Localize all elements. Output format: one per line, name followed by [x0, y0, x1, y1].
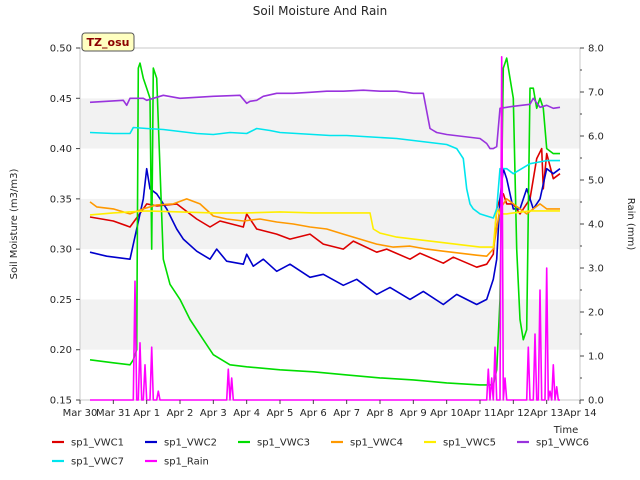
- x-tick-label: Apr 4: [233, 408, 260, 419]
- x-tick-label: Apr 2: [167, 408, 194, 419]
- x-tick-label: Apr 10: [430, 408, 463, 419]
- legend-item: sp1_VWC7: [52, 457, 124, 468]
- grid-band: [80, 148, 580, 199]
- series-line-sp1-vwc4: [89, 198, 560, 258]
- series-line-sp1-vwc2: [89, 167, 561, 306]
- x-tick-label: Apr 11: [463, 408, 496, 419]
- site-badge: TZ_osu: [81, 32, 135, 52]
- series-line-sp1-rain: [90, 55, 560, 401]
- x-tick-label: Apr 7: [333, 408, 360, 419]
- y-tick-label: 0.15: [50, 396, 72, 407]
- y2-axis-title: Rain (mm): [625, 198, 636, 251]
- y-tick-label: 0.45: [50, 94, 72, 105]
- y2-tick-label: 6.0: [588, 132, 604, 143]
- legend-item: sp1_VWC3: [238, 438, 310, 449]
- y2-tick-label: 4.0: [588, 220, 604, 231]
- legend-item: sp1_VWC4: [331, 438, 403, 449]
- legend-item: sp1_VWC2: [145, 438, 217, 449]
- series-layer: [89, 55, 561, 401]
- y-tick-label: 0.20: [50, 345, 72, 356]
- series-line-sp1-vwc1: [89, 147, 561, 269]
- y-tick-label: 0.35: [50, 194, 72, 205]
- grid-band: [80, 48, 580, 99]
- legend-item: sp1_Rain: [145, 457, 209, 468]
- legend-label: sp1_VWC5: [443, 438, 496, 449]
- x-tick-label: Apr 9: [400, 408, 427, 419]
- x-axis-title: Time: [553, 425, 578, 436]
- x-tick-label: Apr 3: [200, 408, 227, 419]
- x-tick-label: Apr 8: [367, 408, 394, 419]
- grid-band: [80, 349, 580, 400]
- x-tick-label: Mar 30: [63, 408, 98, 419]
- legend-item: sp1_VWC1: [52, 438, 124, 449]
- x-tick-label: Apr 13: [530, 408, 563, 419]
- y2-tick-label: 8.0: [588, 44, 604, 55]
- series-line-sp1-vwc6: [89, 89, 561, 150]
- x-tick-label: Apr 12: [497, 408, 530, 419]
- grid-band: [80, 299, 580, 350]
- grid-band: [80, 198, 580, 250]
- x-tick-label: Apr 6: [300, 408, 327, 419]
- legend-label: sp1_Rain: [164, 457, 209, 468]
- x-tick-label: Apr 1: [133, 408, 160, 419]
- y2-tick-label: 1.0: [588, 352, 604, 363]
- y2-tick-label: 2.0: [588, 308, 604, 319]
- y-tick-label: 0.40: [50, 144, 72, 155]
- legend-item: sp1_VWC5: [424, 438, 496, 449]
- legend-label: sp1_VWC2: [164, 438, 217, 449]
- x-tick-label: Mar 31: [96, 408, 131, 419]
- series-line-sp1-vwc7: [89, 126, 560, 219]
- y-tick-label: 0.25: [50, 295, 72, 306]
- axes: 0.15 0.20 0.25 0.30 0.35 0.40 0.45 0.50 0.0 1.0 2.…: [50, 44, 604, 420]
- y2-tick-label: 0.0: [588, 396, 604, 407]
- legend-label: sp1_VWC3: [257, 438, 310, 449]
- y2-tick-label: 3.0: [588, 264, 604, 275]
- legend-label: sp1_VWC1: [71, 438, 124, 449]
- legend-label: sp1_VWC7: [71, 457, 124, 468]
- site-badge-box: [81, 32, 135, 52]
- y2-tick-label: 5.0: [588, 176, 604, 187]
- grid-band: [80, 98, 580, 149]
- y2-tick-label: 7.0: [588, 88, 604, 99]
- series-line-sp1-vwc3: [89, 57, 560, 386]
- legend-label: sp1_VWC6: [536, 438, 589, 449]
- chart-title: Soil Moisture And Rain: [253, 4, 388, 18]
- y-axis-title: Soil Moisture (m3/m3): [9, 169, 20, 280]
- x-tick-label: Apr 5: [267, 408, 294, 419]
- background-bands: [80, 48, 580, 400]
- legend: sp1_VWC1 sp1_VWC2 sp1_VWC3 sp1_VWC4 sp1_VWC5…: [52, 438, 589, 468]
- grid-band: [80, 249, 580, 300]
- site-badge-label: TZ_osu: [87, 36, 130, 49]
- series-line-sp1-vwc5: [89, 208, 560, 248]
- legend-label: sp1_VWC4: [350, 438, 403, 449]
- y-tick-label: 0.50: [50, 44, 72, 55]
- x-tick-label: Apr 14: [563, 408, 596, 419]
- y-tick-label: 0.30: [50, 245, 72, 256]
- legend-item: sp1_VWC6: [517, 438, 589, 449]
